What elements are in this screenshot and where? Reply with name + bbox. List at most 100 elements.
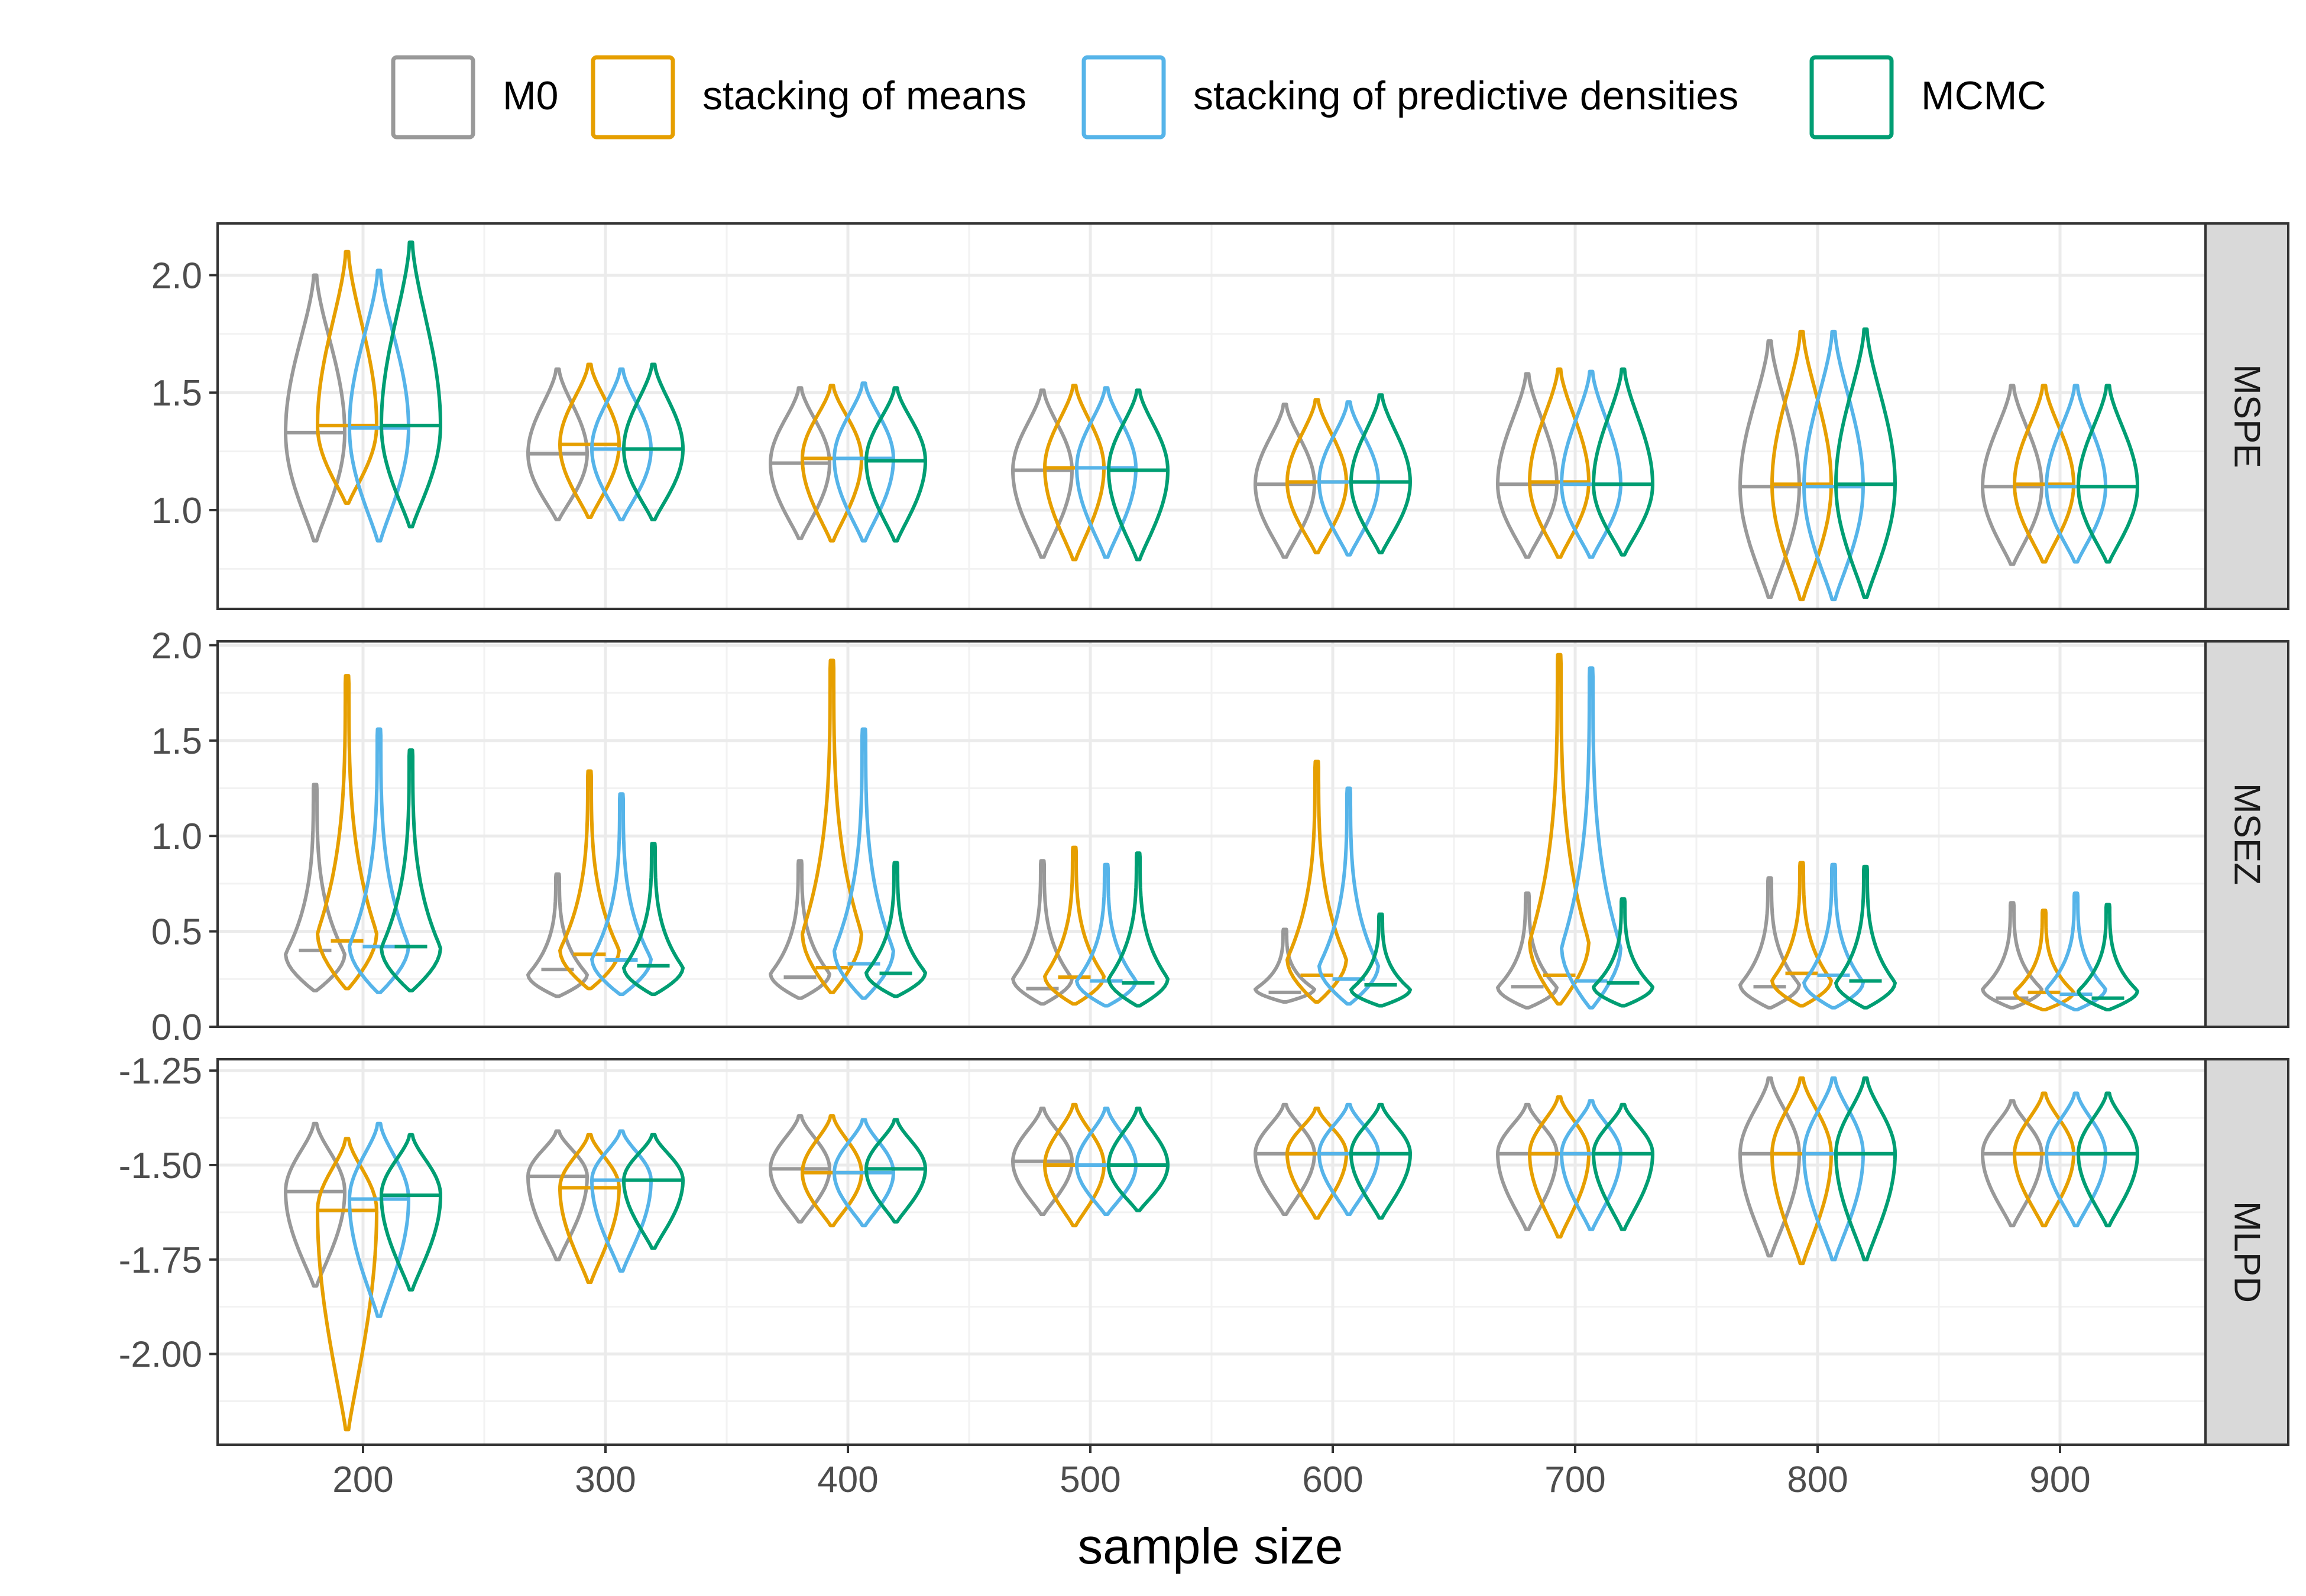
violin <box>769 859 831 1000</box>
violin-outline <box>2077 384 2139 564</box>
violin <box>284 783 346 992</box>
violin <box>1770 329 1833 602</box>
violin <box>1981 901 2043 1010</box>
violin <box>2077 1091 2139 1228</box>
series-2 <box>348 1076 2107 1318</box>
panel-msez: 0.0 0.5 1.0 1.5 2.0 MSEZ <box>151 625 2289 1048</box>
x-tick-label: 400 <box>817 1459 878 1500</box>
y-tick-label: 1.0 <box>151 491 202 531</box>
series-0 <box>284 273 2043 599</box>
violin <box>1107 388 1170 562</box>
violin-outline <box>1107 388 1170 562</box>
violin-outline <box>2013 384 2075 564</box>
violin-outline <box>1254 927 1316 1004</box>
violin <box>1496 372 1559 559</box>
violin <box>1738 339 1801 599</box>
violin-outline <box>2045 1091 2107 1228</box>
legend-label-0: M0 <box>503 73 558 118</box>
violin <box>348 1121 410 1318</box>
violin-outline <box>1349 1102 1412 1220</box>
violin-outline <box>622 842 685 997</box>
violin <box>380 240 442 528</box>
violin-outline <box>1802 1076 1865 1261</box>
violin-outline <box>590 1129 653 1273</box>
violin-outline <box>1011 859 1074 1006</box>
violin-outline <box>1317 1102 1380 1217</box>
violin <box>1496 891 1559 1010</box>
violin-outline <box>1834 1076 1897 1261</box>
x-tick-label: 900 <box>2029 1459 2090 1500</box>
violin <box>284 1121 346 1288</box>
violin-outline <box>1738 876 1801 1010</box>
strip-background <box>2204 222 2289 610</box>
y-tick-label: 2.0 <box>151 625 202 666</box>
x-tick-label: 600 <box>1302 1459 1363 1500</box>
violin-outline <box>1285 760 1348 1004</box>
violin-outline <box>1528 653 1591 1006</box>
violin-outline <box>1285 1107 1348 1220</box>
series-3 <box>380 1076 2139 1292</box>
y-tick-label: -1.25 <box>119 1051 202 1092</box>
violin-outline <box>1349 912 1412 1008</box>
y-tick-label: -2.00 <box>119 1335 202 1376</box>
violin <box>2013 384 2075 564</box>
violin <box>1802 862 1865 1010</box>
violin-outline <box>801 1114 863 1228</box>
violin-outline <box>2013 1091 2075 1228</box>
violin <box>864 386 927 543</box>
violin <box>2045 891 2107 1011</box>
violin-outline <box>2077 1091 2139 1228</box>
violin <box>1528 367 1591 559</box>
violin <box>380 1133 442 1292</box>
series-2 <box>348 666 2107 1011</box>
violin-outline <box>801 658 863 994</box>
legend: M0 stacking of means stacking of predictiv… <box>391 55 2046 140</box>
violin <box>864 1118 927 1224</box>
violin-outline <box>1254 1102 1316 1217</box>
violin-outline <box>590 367 653 521</box>
violin-outline <box>769 386 831 540</box>
x-tick-label: 800 <box>1787 1459 1848 1500</box>
x-axis-title: sample size <box>1078 1519 1343 1575</box>
y-tick-label: 0.0 <box>151 1007 202 1048</box>
x-axis: 200 300 400 500 600 700 800 900 <box>332 1445 2091 1500</box>
violin-outline <box>769 859 831 1000</box>
violin <box>526 367 589 521</box>
violin-outline <box>1592 367 1654 557</box>
violin <box>2013 909 2075 1011</box>
violin-outline <box>1560 369 1622 559</box>
violin-outline <box>590 792 653 997</box>
strip-label: MSPE <box>2227 364 2268 468</box>
violin-outline <box>1770 1076 1833 1266</box>
violin <box>1592 367 1654 557</box>
violin-outline <box>1011 1107 1074 1217</box>
violin-outline <box>769 1114 831 1224</box>
violin <box>1738 876 1801 1010</box>
y-tick-label: 0.5 <box>151 912 202 953</box>
violin <box>2077 903 2139 1011</box>
violin-outline <box>833 727 895 1000</box>
violin-outline <box>284 273 346 543</box>
violin <box>833 1118 895 1228</box>
violin-outline <box>1075 386 1138 559</box>
violin-outline <box>2045 891 2107 1011</box>
violin-outline <box>1043 1102 1106 1228</box>
violin-outline <box>1011 388 1074 559</box>
violin-outline <box>864 1118 927 1224</box>
violin-outline <box>284 783 346 992</box>
violin-outline <box>316 1137 378 1432</box>
y-tick-label: 1.0 <box>151 816 202 857</box>
strip-background <box>2204 640 2289 1028</box>
violin <box>316 674 378 991</box>
series-1 <box>316 653 2075 1011</box>
violin <box>864 861 927 998</box>
violin-outline <box>2077 903 2139 1011</box>
series-3 <box>380 748 2139 1011</box>
violin <box>1107 1107 1170 1212</box>
violin-outline <box>348 727 410 994</box>
violin <box>1834 327 1897 599</box>
y-tick-label: -1.50 <box>119 1146 202 1186</box>
violin <box>1075 386 1138 559</box>
violin-outline <box>1592 1102 1654 1231</box>
